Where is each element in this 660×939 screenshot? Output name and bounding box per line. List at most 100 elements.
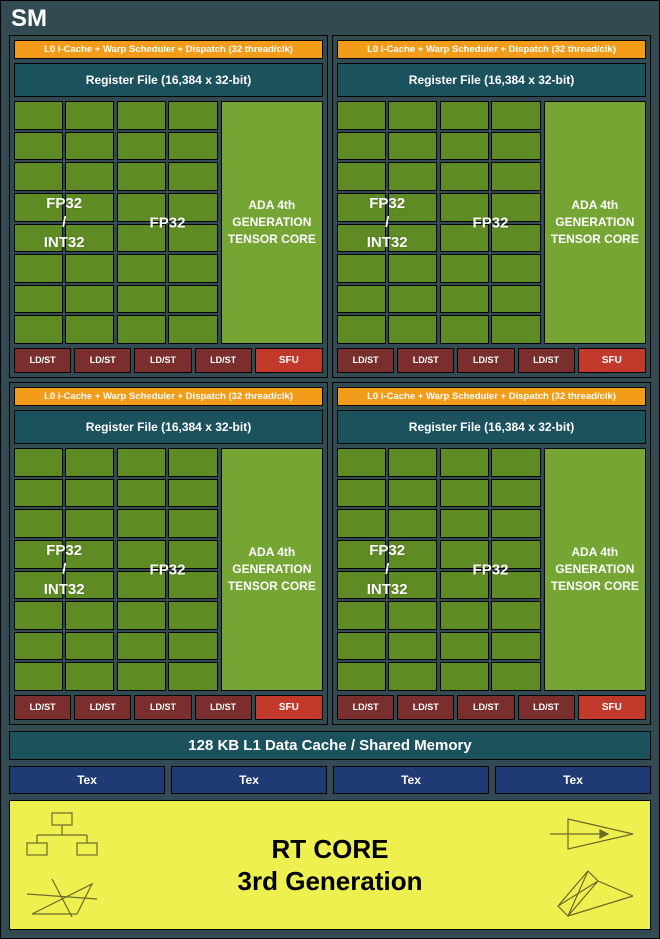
alu-cell	[337, 662, 386, 691]
alu-cell	[440, 132, 489, 161]
tex-unit: Tex	[333, 766, 489, 794]
sm-partition: L0 i-Cache + Warp Scheduler + Dispatch (…	[9, 35, 328, 378]
alu-cell	[14, 632, 63, 661]
tex-unit: Tex	[9, 766, 165, 794]
ldst-unit: LD/ST	[134, 695, 191, 720]
fp32-int32-block: FP32 / INT32	[337, 448, 437, 691]
compute-row: FP32 / INT32FP32ADA 4th GENERATION TENSO…	[337, 448, 646, 691]
compute-row: FP32 / INT32FP32ADA 4th GENERATION TENSO…	[14, 448, 323, 691]
ldst-row: LD/STLD/STLD/STLD/STSFU	[337, 348, 646, 373]
alu-cell	[65, 254, 114, 283]
fp32-block: FP32	[440, 101, 540, 344]
alu-cell	[388, 601, 437, 630]
rt-prism-icon	[548, 866, 638, 921]
alu-cell	[168, 254, 217, 283]
alu-cell	[14, 479, 63, 508]
alu-cell	[117, 285, 166, 314]
alu-cell	[168, 509, 217, 538]
alu-cell	[491, 101, 540, 130]
scheduler-bar: L0 i-Cache + Warp Scheduler + Dispatch (…	[337, 387, 646, 406]
alu-cell	[491, 509, 540, 538]
compute-row: FP32 / INT32FP32ADA 4th GENERATION TENSO…	[337, 101, 646, 344]
alu-cell	[337, 479, 386, 508]
alu-cell	[117, 601, 166, 630]
alu-cell	[168, 101, 217, 130]
tex-row: TexTexTexTex	[9, 766, 651, 794]
ldst-unit: LD/ST	[74, 695, 131, 720]
ldst-unit: LD/ST	[134, 348, 191, 373]
ldst-unit: LD/ST	[457, 348, 514, 373]
sm-title: SM	[9, 5, 651, 35]
rt-core-label: RT CORE 3rd Generation	[238, 833, 423, 898]
alu-cell	[491, 448, 540, 477]
alu-cell	[388, 509, 437, 538]
alu-cell	[491, 315, 540, 344]
rt-triangle-wire-icon	[22, 869, 102, 919]
alu-cell	[440, 315, 489, 344]
rt-raytri-icon	[548, 809, 638, 859]
alu-cell	[14, 509, 63, 538]
alu-cell	[117, 254, 166, 283]
register-file-bar: Register File (16,384 x 32-bit)	[337, 63, 646, 97]
alu-cell	[65, 132, 114, 161]
tensor-core: ADA 4th GENERATION TENSOR CORE	[221, 448, 323, 691]
alu-cell	[337, 132, 386, 161]
l1-cache-bar: 128 KB L1 Data Cache / Shared Memory	[9, 731, 651, 760]
alu-cell	[168, 315, 217, 344]
ldst-unit: LD/ST	[337, 348, 394, 373]
alu-cell	[440, 601, 489, 630]
sfu-unit: SFU	[255, 695, 323, 720]
fp32-int32-block: FP32 / INT32	[337, 101, 437, 344]
alu-cell	[388, 285, 437, 314]
alu-cell	[440, 254, 489, 283]
alu-cell	[65, 448, 114, 477]
alu-cell	[117, 315, 166, 344]
fp32-block: FP32	[117, 101, 217, 344]
alu-cell	[117, 448, 166, 477]
alu-cell	[65, 315, 114, 344]
alu-cell	[337, 632, 386, 661]
alu-cell	[117, 632, 166, 661]
sm-container: SM L0 i-Cache + Warp Scheduler + Dispatc…	[0, 0, 660, 939]
alu-cell	[117, 479, 166, 508]
alu-cell	[491, 601, 540, 630]
alu-cell	[388, 132, 437, 161]
alu-cell	[117, 662, 166, 691]
alu-cell	[337, 285, 386, 314]
ldst-unit: LD/ST	[14, 348, 71, 373]
tex-unit: Tex	[171, 766, 327, 794]
alu-cell	[168, 601, 217, 630]
scheduler-bar: L0 i-Cache + Warp Scheduler + Dispatch (…	[14, 40, 323, 59]
fp32-block-label: FP32	[150, 213, 186, 233]
alu-cell	[117, 509, 166, 538]
alu-cell	[491, 254, 540, 283]
ldst-unit: LD/ST	[518, 695, 575, 720]
fp32-int32-block-label: FP32 / INT32	[44, 193, 85, 252]
sfu-unit: SFU	[255, 348, 323, 373]
alu-cell	[337, 254, 386, 283]
alu-cell	[14, 132, 63, 161]
alu-cell	[440, 448, 489, 477]
alu-cell	[388, 315, 437, 344]
alu-cell	[388, 254, 437, 283]
fp32-block: FP32	[440, 448, 540, 691]
alu-cell	[388, 662, 437, 691]
alu-cell	[117, 132, 166, 161]
alu-cell	[440, 479, 489, 508]
partition-grid: L0 i-Cache + Warp Scheduler + Dispatch (…	[9, 35, 651, 725]
alu-cell	[337, 101, 386, 130]
scheduler-bar: L0 i-Cache + Warp Scheduler + Dispatch (…	[337, 40, 646, 59]
fp32-int32-block-label: FP32 / INT32	[367, 540, 408, 599]
ldst-unit: LD/ST	[397, 695, 454, 720]
ldst-row: LD/STLD/STLD/STLD/STSFU	[14, 695, 323, 720]
alu-cell	[65, 509, 114, 538]
alu-cell	[440, 285, 489, 314]
alu-cell	[168, 162, 217, 191]
sfu-unit: SFU	[578, 348, 646, 373]
alu-cell	[14, 254, 63, 283]
alu-cell	[168, 132, 217, 161]
scheduler-bar: L0 i-Cache + Warp Scheduler + Dispatch (…	[14, 387, 323, 406]
alu-cell	[440, 162, 489, 191]
sfu-unit: SFU	[578, 695, 646, 720]
alu-cell	[440, 662, 489, 691]
